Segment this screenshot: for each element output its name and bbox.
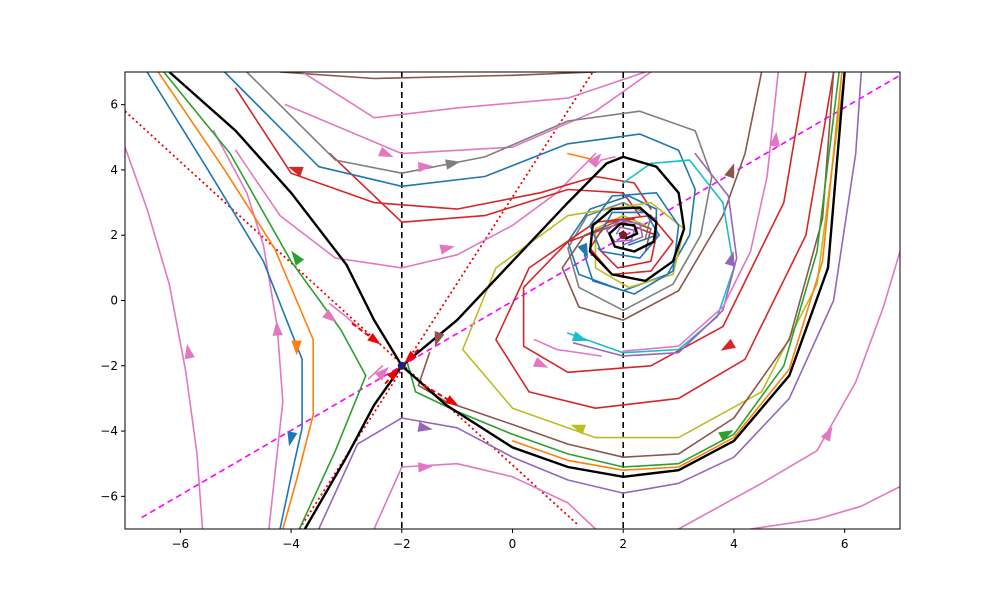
plot-area [125,72,900,529]
trajectory-33 [367,365,384,380]
trajectory-7-arrow-1 [439,244,455,255]
y-tick-label: −6 [100,489,118,503]
trajectory-28-arrow-1 [769,131,780,147]
trajectory-23-arrow-1 [718,430,734,442]
x-tick-label: 4 [730,537,738,551]
trajectory-28 [622,72,779,352]
trajectory-20 [522,72,807,374]
trajectory-22-arrow-1 [434,331,445,347]
trajectory-8 [284,72,652,155]
trajectory-29 [533,338,602,357]
trajectory-26 [572,152,738,357]
trajectory-13-arrow-1 [445,159,461,170]
trajectory-7 [234,149,597,269]
trajectory-33-arrow-1 [374,367,389,381]
trajectory-31-arrow-1 [587,153,602,168]
trajectory-10 [234,87,652,210]
trajectory-2 [212,130,284,529]
trajectory-23 [406,72,840,468]
trajectory-25-arrow-1 [571,331,588,341]
separatrix-1 [168,72,846,479]
trajectory-15 [373,462,597,529]
trajectory-27 [583,192,680,295]
trajectory-19-arrow-1 [720,338,736,351]
y-tick-label: −2 [100,359,118,373]
x-tick-label: −2 [393,537,411,551]
trajectory-16-arrow-1 [820,426,833,442]
separatrices [168,72,846,529]
trajectory-14 [318,72,863,529]
trajectory-32-arrow-1 [322,309,337,323]
eigen-arrowhead-3 [404,350,417,364]
y-tick-label: 0 [110,294,118,308]
y-tick-label: 6 [110,98,118,112]
trajectory-8-arrow-1 [378,146,394,158]
x-tick-label: −4 [282,537,300,551]
eigen-direction-2 [423,384,453,403]
trajectory-18-arrow-1 [570,424,586,435]
equilibrium-points [397,231,628,370]
x-tick-label: 0 [509,537,517,551]
trajectory-34 [567,152,597,161]
trajectory-32 [329,303,359,328]
equilibrium-saddle [397,361,406,370]
trajectory-14-arrow-1 [417,421,433,432]
trajectory-26-arrow-1 [724,251,735,267]
reference-line-3 [141,74,900,519]
eigen-arrowhead-1 [367,333,381,345]
trajectory-1 [125,146,204,529]
trajectory-4 [157,72,314,529]
trajectory-8-arrow-2 [418,161,433,173]
trajectory-27-arrow-1 [577,242,588,259]
trajectory-24 [511,72,843,471]
trajectory-16 [677,250,900,529]
x-tick-label: 6 [841,537,849,551]
y-tick-label: −4 [100,424,118,438]
y-axis-ticks: −6 −4 −2 0 2 4 6 [100,98,125,503]
trajectory-3 [146,72,303,529]
trajectory-2-arrow-1 [272,320,283,336]
direction-arrows [184,131,833,473]
trajectory-3-arrow-1 [287,431,298,447]
trajectory-21-arrow-1 [724,163,735,179]
trajectory-29-arrow-1 [532,357,549,368]
y-tick-label: 4 [110,163,118,177]
trajectory-9 [301,72,647,119]
x-axis-ticks: −6 −4 −2 0 2 4 6 [172,529,849,551]
trajectory-4-arrow-1 [291,340,302,356]
eigen-arrowhead-2 [445,395,459,406]
trajectory-5-arrow-1 [291,250,305,266]
eigen-direction-1 [351,322,375,341]
trajectory-10-arrow-1 [288,166,304,177]
trajectory-1-arrow-1 [184,343,195,360]
x-tick-label: 2 [619,537,627,551]
x-tick-label: −6 [172,537,190,551]
trajectory-6 [279,72,597,80]
eigen-arrowhead-4 [386,367,399,381]
trajectory-17 [749,485,900,529]
trajectory-5 [163,72,367,529]
y-tick-label: 2 [110,228,118,242]
equilibrium-spiral [619,231,628,240]
trajectory-31 [594,156,616,168]
trajectory-15-arrow-1 [418,462,433,473]
separatrix-2 [303,155,686,529]
